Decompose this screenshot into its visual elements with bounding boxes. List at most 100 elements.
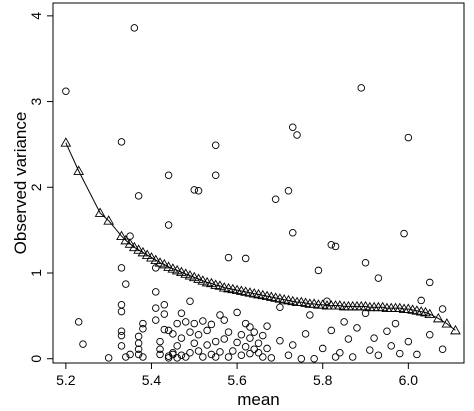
circle-point	[134, 192, 143, 200]
triangle-point	[432, 312, 444, 323]
circle-point	[177, 351, 186, 360]
circle-point	[164, 221, 173, 229]
circle-point	[271, 195, 280, 204]
triangle-point	[441, 318, 453, 328]
circle-point	[181, 353, 190, 361]
circle-point	[301, 330, 310, 338]
circle-point	[160, 300, 169, 309]
circle-point	[331, 353, 340, 361]
triangle-point	[146, 252, 157, 262]
circle-point	[199, 353, 207, 361]
triangle-point	[188, 271, 200, 282]
circle-point	[117, 300, 126, 309]
circle-point	[186, 328, 194, 336]
circle-point	[117, 138, 126, 146]
triangle-point	[176, 266, 187, 277]
circle-point	[156, 350, 164, 359]
circle-point	[250, 345, 258, 354]
circle-point	[134, 350, 143, 359]
circle-point	[203, 341, 211, 349]
y-axis-title: Observed variance	[11, 112, 30, 255]
circle-point	[250, 328, 258, 336]
circle-point	[134, 332, 143, 341]
triangle-point	[103, 215, 115, 225]
triangle-point	[150, 254, 162, 265]
circle-point	[348, 353, 357, 361]
triangle-point	[180, 268, 192, 278]
triangle-point	[167, 263, 179, 273]
circle-point	[400, 229, 408, 238]
triangle-point	[73, 165, 85, 175]
circle-point	[160, 310, 169, 318]
circle-point	[216, 311, 224, 319]
circle-point	[122, 353, 130, 361]
x-axis: 5.2 5.4 5.6 5.8 6.0	[56, 363, 418, 388]
circle-point	[151, 264, 160, 272]
circle-point	[139, 353, 147, 361]
y-tick-label: 0	[28, 355, 44, 363]
circle-point	[297, 354, 306, 363]
circle-point	[306, 311, 314, 319]
triangle-point	[141, 249, 153, 259]
circle-point	[139, 324, 147, 333]
circle-point	[199, 317, 207, 325]
circle-point	[293, 131, 301, 139]
circle-point	[229, 347, 237, 355]
circle-point	[156, 345, 164, 354]
circle-point	[366, 346, 374, 354]
triangle-point	[120, 234, 132, 245]
triangle-point	[210, 279, 222, 289]
circle-point	[426, 278, 434, 287]
y-tick-label: 2	[28, 183, 44, 191]
circle-point	[246, 323, 254, 331]
circle-point	[276, 336, 284, 345]
circle-point	[233, 308, 241, 317]
circle-point	[314, 266, 323, 275]
circle-point	[169, 348, 177, 357]
circle-point	[241, 319, 250, 328]
circle-point	[417, 296, 425, 305]
circle-point	[323, 297, 331, 306]
circle-point	[194, 186, 203, 195]
circle-point	[151, 304, 160, 312]
circle-point	[151, 316, 160, 324]
circle-point	[246, 334, 254, 342]
circle-point	[387, 342, 395, 350]
circle-point	[289, 341, 297, 349]
triangle-point	[94, 207, 106, 217]
circle-point	[211, 353, 220, 361]
circle-point	[173, 354, 181, 362]
circle-point	[224, 353, 233, 361]
x-tick-label: 5.6	[227, 372, 247, 388]
x-tick-label: 5.2	[56, 372, 76, 388]
circle-point	[169, 330, 177, 338]
circle-point	[117, 342, 126, 350]
circle-point	[254, 348, 263, 357]
circle-point	[117, 331, 126, 340]
circle-point	[396, 349, 404, 358]
y-tick-label: 4	[28, 12, 44, 20]
triangle-point	[420, 306, 431, 317]
y-tick-label: 1	[28, 269, 44, 277]
circle-point	[194, 347, 203, 355]
triangle-point	[201, 276, 213, 287]
circle-point	[404, 133, 413, 142]
plot-frame	[52, 2, 465, 364]
circle-point	[134, 345, 143, 354]
circle-point	[211, 337, 220, 346]
circle-point	[289, 228, 297, 237]
circle-point	[173, 342, 181, 350]
circle-point	[164, 326, 173, 335]
circle-point	[357, 84, 366, 92]
circle-point	[413, 350, 421, 359]
circle-point	[310, 354, 318, 363]
circle-point	[259, 331, 267, 340]
triangle-point	[214, 280, 226, 290]
circle-point	[246, 349, 254, 358]
circle-point	[224, 253, 233, 262]
circle-point	[126, 232, 134, 240]
circle-point	[194, 330, 203, 339]
circle-point	[263, 322, 271, 330]
triangle-point	[163, 261, 174, 271]
